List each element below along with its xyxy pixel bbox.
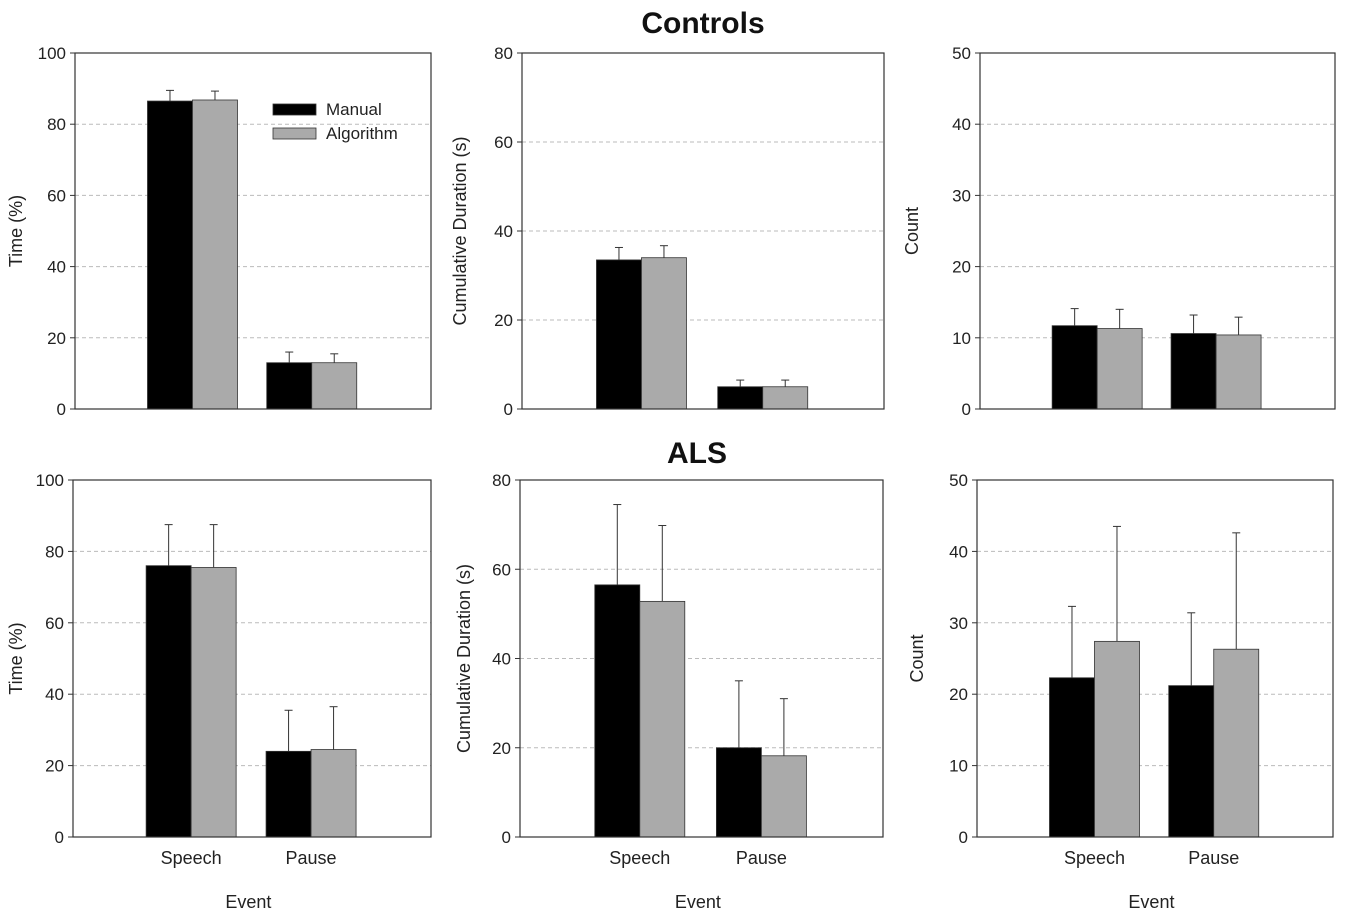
bar-algorithm — [639, 600, 686, 838]
plot-frame — [976, 479, 1334, 838]
y-tick-label: 20 — [494, 311, 513, 330]
y-tick-label: 40 — [492, 650, 511, 669]
y-axis-label: Count — [907, 634, 927, 682]
bar-algorithm — [310, 749, 357, 838]
chart-panel-6: 0 10 20 30 40 50 Speech Pause Count Event — [907, 471, 1334, 912]
y-tick-label: 80 — [494, 44, 513, 63]
bar-manual — [1168, 685, 1215, 838]
bar-manual — [596, 259, 642, 410]
bar-manual — [594, 584, 641, 838]
bar-manual — [265, 750, 312, 838]
bar-manual — [717, 386, 764, 410]
bar-algorithm — [190, 567, 237, 838]
y-tick-label: 40 — [47, 258, 66, 277]
bar-algorithm — [1213, 648, 1260, 838]
x-category-label: Pause — [286, 848, 337, 868]
legend-swatch-manual — [272, 103, 317, 116]
y-axis-label: Time (%) — [6, 622, 26, 694]
x-category-label: Speech — [161, 848, 222, 868]
y-axis-label: Cumulative Duration (s) — [454, 564, 474, 753]
y-tick-label: 40 — [45, 685, 64, 704]
y-tick-label: 80 — [492, 471, 511, 490]
y-tick-label: 0 — [502, 828, 511, 847]
y-tick-label: 80 — [47, 115, 66, 134]
legend: Manual Algorithm — [272, 100, 398, 143]
y-tick-label: 10 — [952, 329, 971, 348]
y-tick-label: 40 — [494, 222, 513, 241]
plot-frame — [521, 52, 885, 410]
y-tick-label: 20 — [952, 258, 971, 277]
y-tick-label: 100 — [38, 44, 66, 63]
bar-manual — [145, 565, 192, 838]
y-tick-label: 50 — [952, 44, 971, 63]
bar-algorithm — [1094, 640, 1140, 838]
chart-panel-5: 0 20 40 60 80 Speech Pause Cumulative Duration … — [454, 471, 884, 912]
bar-manual — [147, 100, 193, 410]
y-tick-label: 0 — [504, 400, 513, 419]
y-tick-label: 10 — [949, 757, 968, 776]
y-tick-label: 0 — [962, 400, 971, 419]
y-tick-label: 20 — [492, 739, 511, 758]
legend-label-manual: Manual — [326, 100, 382, 119]
bar-manual — [1170, 333, 1217, 410]
y-tick-label: 60 — [47, 186, 66, 205]
y-tick-label: 0 — [959, 828, 968, 847]
bar-algorithm — [641, 257, 687, 410]
y-tick-label: 40 — [952, 115, 971, 134]
bar-manual — [715, 747, 762, 838]
bar-manual — [1051, 325, 1098, 410]
plot-frame — [72, 479, 432, 838]
y-tick-label: 30 — [952, 186, 971, 205]
x-category-label: Speech — [1064, 848, 1125, 868]
y-tick-label: 100 — [36, 471, 64, 490]
legend-label-algorithm: Algorithm — [326, 124, 398, 143]
chart-panel-4: 0 20 40 60 80 100 Speech Pause Time (%) Event — [6, 471, 432, 912]
plot-frame — [519, 479, 884, 838]
x-category-label: Pause — [736, 848, 787, 868]
plot-frame — [979, 52, 1336, 410]
y-tick-label: 60 — [492, 560, 511, 579]
y-axis-label: Cumulative Duration (s) — [450, 136, 470, 325]
y-tick-label: 0 — [55, 828, 64, 847]
x-axis-label: Event — [225, 892, 271, 912]
y-tick-label: 60 — [494, 133, 513, 152]
chart-panel-1: 0 20 40 60 80 100 Time (%) Manual Algorithm — [6, 44, 432, 419]
x-category-label: Pause — [1188, 848, 1239, 868]
y-tick-label: 50 — [949, 471, 968, 490]
bar-algorithm — [760, 755, 807, 838]
y-tick-label: 20 — [949, 685, 968, 704]
bar-algorithm — [311, 362, 358, 410]
group-title-als: ALS — [667, 437, 727, 470]
y-tick-label: 20 — [47, 329, 66, 348]
y-tick-label: 0 — [57, 400, 66, 419]
y-tick-label: 60 — [45, 614, 64, 633]
y-tick-label: 20 — [45, 757, 64, 776]
legend-swatch-algorithm — [272, 127, 317, 140]
bar-algorithm — [1215, 334, 1262, 410]
x-category-label: Speech — [609, 848, 670, 868]
y-axis-label: Count — [902, 207, 922, 255]
chart-panel-3: 0 10 20 30 40 50 Count — [902, 44, 1336, 419]
plot-frame — [74, 52, 432, 410]
x-axis-label: Event — [675, 892, 721, 912]
bar-manual — [1049, 677, 1095, 838]
y-tick-label: 40 — [949, 542, 968, 561]
chart-panel-2: 0 20 40 60 80 Cumulative Duration (s) — [450, 44, 885, 419]
y-axis-label: Time (%) — [6, 195, 26, 267]
y-tick-label: 30 — [949, 614, 968, 633]
bar-algorithm — [762, 386, 809, 410]
bar-algorithm — [192, 99, 238, 410]
bar-algorithm — [1096, 328, 1143, 410]
x-axis-label: Event — [1128, 892, 1174, 912]
y-tick-label: 80 — [45, 542, 64, 561]
bar-manual — [266, 362, 313, 410]
group-title-controls: Controls — [641, 7, 764, 40]
